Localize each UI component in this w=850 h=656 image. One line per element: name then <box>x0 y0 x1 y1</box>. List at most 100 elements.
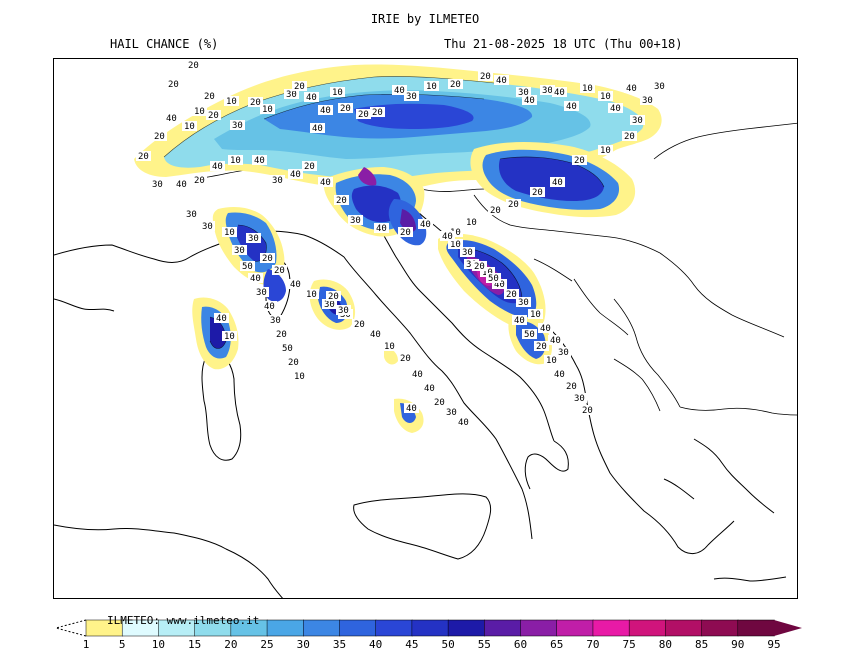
contour-label: 20 <box>336 196 347 206</box>
contour-label: 10 <box>466 218 477 228</box>
contour-label-bg <box>624 83 639 93</box>
contour-label: 10 <box>294 372 305 382</box>
contour-label: 10 <box>546 356 557 366</box>
legend-tick-label: 10 <box>152 638 165 651</box>
contour-label: 20 <box>328 292 339 302</box>
contour-label: 30 <box>232 121 243 131</box>
contour-label: 30 <box>324 300 335 310</box>
contour-label: 30 <box>466 260 477 270</box>
contour-label-bg <box>292 81 307 91</box>
legend-tick-label: 75 <box>623 638 636 651</box>
contour-label-bg <box>222 227 237 237</box>
contour-label-bg <box>552 87 567 97</box>
legend-swatch <box>701 619 739 637</box>
legend-swatch <box>303 619 341 637</box>
contour-label-bg <box>392 85 407 95</box>
contour-label: 10 <box>226 97 237 107</box>
contour-label-bg <box>248 273 263 283</box>
contour-label: 40 <box>212 162 223 172</box>
contour-label-bg <box>478 71 493 81</box>
contour-label-bg <box>534 341 549 351</box>
contour-label: 40 <box>176 180 187 190</box>
legend-tick-label: 1 <box>83 638 90 651</box>
contour-label-bg <box>310 123 325 133</box>
contour-label-bg <box>598 91 613 101</box>
legend-tick-label: 65 <box>550 638 563 651</box>
contour-label: 10 <box>450 228 461 238</box>
contour-label: 10 <box>224 228 235 238</box>
legend-swatch <box>375 619 413 637</box>
contour-label-bg <box>336 305 351 315</box>
contour-label: 30 <box>186 210 197 220</box>
contour-label-bg <box>202 91 217 101</box>
contour-label: 20 <box>204 92 215 102</box>
contour-label: 40 <box>394 86 405 96</box>
legend-tick-label: 70 <box>586 638 599 651</box>
legend-tick-label: 45 <box>405 638 418 651</box>
contour-label-bg <box>330 87 345 97</box>
contour-label-bg <box>556 347 571 357</box>
contour-label-bg <box>528 309 543 319</box>
contour-label-bg <box>292 371 307 381</box>
contour-label: 10 <box>262 105 273 115</box>
contour-label-bg <box>370 107 385 117</box>
contour-label: 40 <box>566 102 577 112</box>
contour-label-bg <box>304 92 319 102</box>
contour-label-bg <box>422 383 437 393</box>
legend-tick-label: 60 <box>514 638 527 651</box>
contour-label: 40 <box>166 114 177 124</box>
contour-label: 10 <box>384 342 395 352</box>
contour-label: 20 <box>294 82 305 92</box>
contour-label: 40 <box>524 96 535 106</box>
contour-label-bg <box>550 177 565 187</box>
contour-label-bg <box>640 95 655 105</box>
contour-label: 30 <box>558 348 569 358</box>
contour-label: 20 <box>480 72 491 82</box>
contour-label: 20 <box>532 188 543 198</box>
legend-under-arrow <box>54 619 87 637</box>
legend-swatch <box>628 619 667 637</box>
contour-label-bg <box>288 169 303 179</box>
legend-tick-label: 95 <box>767 638 780 651</box>
contour-label-bg <box>184 209 199 219</box>
contour-label: 10 <box>600 146 611 156</box>
contour-label-bg <box>246 233 261 243</box>
contour-label-bg <box>318 105 333 115</box>
contour-label: 40 <box>290 280 301 290</box>
contour-label: 30 <box>350 216 361 226</box>
contour-label-bg <box>492 279 507 289</box>
contour-label: 30 <box>286 90 297 100</box>
contour-label: 20 <box>154 132 165 142</box>
contour-label-bg <box>504 289 519 299</box>
contour-label: 20 <box>474 262 485 272</box>
contour-label-bg <box>410 369 425 379</box>
contour-label-bg <box>318 177 333 187</box>
contour-label-bg <box>210 161 225 171</box>
contour-label: 40 <box>442 232 453 242</box>
contour-label: 30 <box>152 180 163 190</box>
contour-label: 20 <box>168 80 179 90</box>
contour-label-bg <box>572 155 587 165</box>
contour-label-bg <box>206 110 221 120</box>
legend-tick-label: 30 <box>297 638 310 651</box>
contour-label-bg <box>516 297 531 307</box>
contour-label: 10 <box>194 107 205 117</box>
contour-label-bg <box>530 187 545 197</box>
contour-label: 30 <box>406 92 417 102</box>
contour-label-bg <box>200 221 215 231</box>
contour-label: 20 <box>340 104 351 114</box>
contour-label: 40 <box>540 324 551 334</box>
contour-label-bg <box>272 265 287 275</box>
contour-label: 20 <box>194 176 205 186</box>
contour-label: 10 <box>230 156 241 166</box>
contour-label-bg <box>460 247 475 257</box>
contour-label-bg <box>516 87 531 97</box>
legend-tick-label: 80 <box>659 638 672 651</box>
contour-label: 30 <box>518 298 529 308</box>
contour-label: 40 <box>496 76 507 86</box>
contour-label: 20 <box>354 320 365 330</box>
valid-time: Thu 21-08-2025 18 UTC (Thu 00+18) <box>444 37 683 51</box>
contour-label-bg <box>404 91 419 101</box>
contour-label-bg <box>192 175 207 185</box>
